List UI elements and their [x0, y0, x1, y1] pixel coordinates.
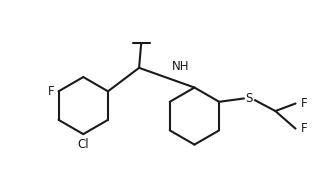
Text: F: F — [301, 97, 307, 110]
Text: S: S — [246, 92, 253, 105]
Text: F: F — [48, 85, 54, 98]
Text: Cl: Cl — [78, 138, 89, 151]
Text: F: F — [301, 122, 307, 135]
Text: NH: NH — [172, 60, 189, 73]
